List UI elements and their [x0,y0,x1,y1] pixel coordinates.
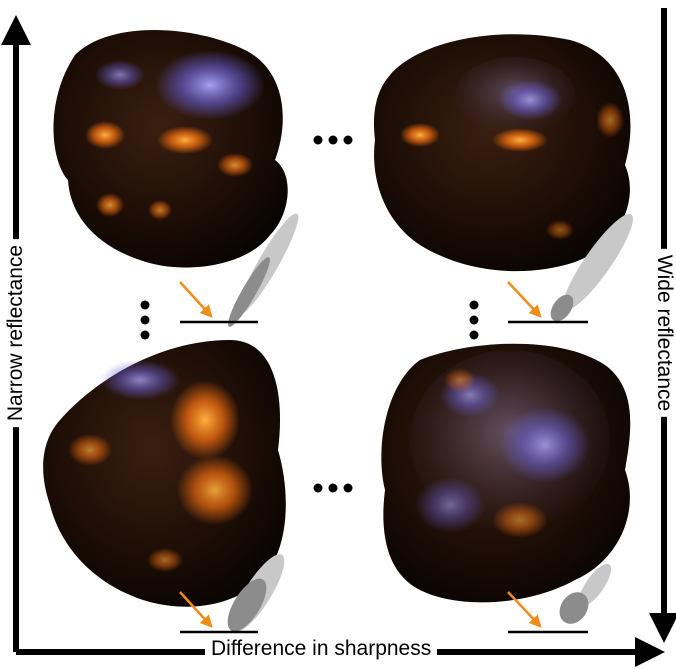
x-axis-label: Difference in sharpness [205,638,438,659]
right-axis-label: Wide reflectance [653,248,676,418]
ellipsis-dots [140,135,479,493]
reflectance-lobe-top-right [507,213,633,324]
reflectance-lobe-top-left [179,213,299,327]
object-top-right [373,34,631,272]
object-bottom-left [43,340,286,607]
object-bottom-right [381,343,631,603]
object-top-left [53,30,288,268]
reflectance-lobe-bottom-left [179,554,285,634]
left-axis-label: Narrow reflectance [4,238,27,428]
reflectance-lobe-bottom-right [507,563,612,634]
